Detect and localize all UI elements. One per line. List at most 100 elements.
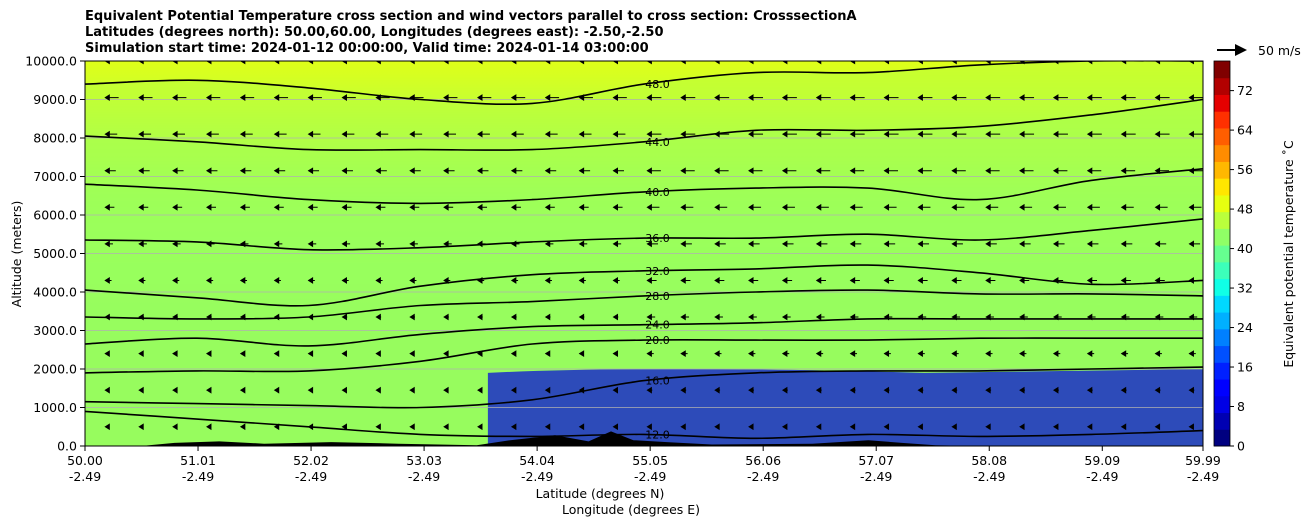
- y-tick-label: 6000.0: [33, 208, 77, 223]
- wind-vector: [477, 203, 488, 211]
- wind-vector: [849, 94, 865, 101]
- colorbar-swatch: [1214, 261, 1230, 280]
- wind-vector: [646, 350, 654, 358]
- colorbar-label: Equivalent potential temperature ˚C: [1281, 140, 1296, 368]
- wind-vector: [409, 94, 424, 101]
- wind-vector: [951, 167, 966, 175]
- wind-vector: [951, 350, 959, 358]
- wind-vector: [273, 167, 286, 175]
- colorbar-tick-label: 40: [1237, 241, 1253, 256]
- wind-vector: [578, 277, 586, 284]
- wind-vector: [239, 423, 246, 431]
- colorbar-swatch: [1214, 379, 1230, 397]
- wind-vector: [985, 313, 994, 321]
- wind-vector: [612, 240, 622, 248]
- wind-vector: [714, 130, 730, 138]
- wind-vector: [951, 94, 967, 101]
- wind-vector: [578, 313, 585, 321]
- x-tick-label: 54.04: [519, 453, 555, 468]
- wind-vector: [510, 61, 526, 65]
- wind-vector: [985, 277, 996, 284]
- wind-vector: [748, 130, 764, 138]
- wind-vector: [1086, 423, 1093, 431]
- wind-vector: [883, 277, 894, 284]
- wind-vector: [477, 277, 485, 284]
- y-axis-label: Altitude (meters): [9, 201, 24, 308]
- wind-vector: [612, 350, 619, 358]
- wind-vector: [443, 94, 458, 101]
- wind-vector: [714, 240, 726, 248]
- colorbar-tick-label: 8: [1237, 399, 1245, 414]
- wind-vector: [1120, 240, 1133, 248]
- wind-vector: [680, 386, 687, 394]
- wind-vector: [680, 167, 695, 175]
- wind-vector: [1052, 94, 1068, 101]
- wind-vector: [748, 167, 763, 175]
- wind-vector: [815, 130, 831, 138]
- wind-vector: [951, 313, 961, 321]
- x-axis-label-2: Longitude (degrees E): [562, 502, 700, 517]
- wind-vector: [680, 94, 696, 101]
- wind-vector: [714, 94, 730, 101]
- wind-vector: [680, 130, 696, 138]
- wind-vector: [849, 313, 859, 321]
- wind-vector: [748, 423, 754, 431]
- wind-vector: [646, 386, 653, 394]
- contour-label: 12.0: [645, 428, 670, 441]
- wind-vector: [849, 61, 865, 65]
- wind-vector: [917, 240, 930, 248]
- wind-vector: [748, 277, 759, 284]
- wind-vector: [443, 167, 455, 175]
- wind-vector: [544, 61, 560, 65]
- wind-vector: [1086, 277, 1098, 284]
- wind-vector: [578, 167, 591, 175]
- x-tick-label-longitude: -2.49: [973, 469, 1005, 484]
- wind-vector: [748, 386, 754, 394]
- contour-label: 40.0: [645, 186, 670, 199]
- x-tick-label-longitude: -2.49: [747, 469, 779, 484]
- wind-vector: [341, 61, 357, 65]
- wind-vector: [1019, 203, 1033, 211]
- wind-vector: [612, 203, 623, 211]
- wind-vector: [409, 240, 418, 248]
- colorbar-swatch: [1214, 144, 1230, 162]
- wind-vector: [1086, 61, 1102, 65]
- wind-vector: [341, 94, 356, 101]
- wind-vector: [239, 386, 246, 394]
- x-tick-label: 57.07: [858, 453, 894, 468]
- terrain: [85, 431, 1203, 446]
- wind-vector: [443, 130, 457, 138]
- wind-vector: [307, 94, 322, 101]
- wind-vector: [1019, 313, 1028, 321]
- wind-vector: [138, 240, 147, 248]
- wind-vector: [375, 94, 390, 101]
- wind-vector: [578, 94, 593, 101]
- x-tick-label-longitude: -2.49: [408, 469, 440, 484]
- wind-vector: [273, 277, 281, 284]
- wind-vector: [1052, 423, 1059, 431]
- wind-vector: [917, 61, 933, 65]
- wind-vector: [883, 386, 890, 394]
- wind-vector: [849, 130, 865, 138]
- wind-vector: [612, 313, 619, 321]
- wind-vector: [985, 130, 1001, 138]
- wind-vector: [138, 423, 144, 431]
- wind-vector: [578, 130, 592, 138]
- wind-vector: [748, 240, 760, 248]
- wind-vector: [612, 277, 620, 284]
- wind-vector: [748, 61, 764, 65]
- wind-vector: [544, 386, 551, 394]
- wind-vector: [578, 386, 585, 394]
- chart-title-line-2: Latitudes (degrees north): 50.00,60.00, …: [85, 25, 664, 40]
- wind-vector: [510, 130, 524, 138]
- colorbar-swatch: [1214, 328, 1230, 347]
- wind-vector: [544, 240, 554, 248]
- y-tick-label: 2000.0: [33, 362, 77, 377]
- colorbar-swatch: [1214, 211, 1230, 229]
- wind-vector: [375, 350, 381, 358]
- wind-vector: [781, 386, 788, 394]
- wind-vector: [1154, 94, 1170, 101]
- colorbar-tick-label: 56: [1237, 162, 1253, 177]
- wind-vector: [849, 240, 862, 248]
- wind-vector: [1188, 61, 1203, 65]
